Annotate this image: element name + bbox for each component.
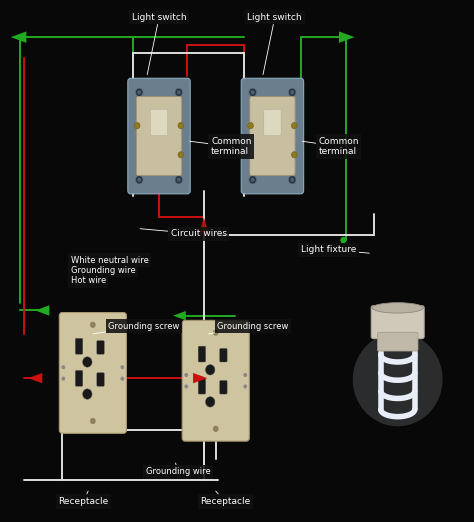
Text: Light switch: Light switch: [132, 13, 186, 75]
FancyBboxPatch shape: [220, 349, 227, 362]
Circle shape: [341, 238, 346, 243]
Circle shape: [134, 123, 140, 129]
Circle shape: [175, 88, 182, 97]
Circle shape: [184, 384, 188, 388]
Circle shape: [290, 90, 294, 94]
Polygon shape: [339, 31, 355, 43]
Text: Circuit wires: Circuit wires: [140, 229, 227, 239]
Text: Grounding screw: Grounding screw: [209, 322, 289, 334]
Circle shape: [184, 373, 188, 377]
Circle shape: [90, 418, 96, 424]
FancyBboxPatch shape: [371, 306, 424, 339]
Circle shape: [120, 376, 124, 381]
Polygon shape: [28, 373, 42, 383]
FancyBboxPatch shape: [128, 78, 190, 194]
Circle shape: [251, 90, 255, 94]
FancyBboxPatch shape: [377, 333, 418, 351]
Circle shape: [248, 123, 254, 129]
Circle shape: [137, 177, 141, 182]
Polygon shape: [173, 311, 186, 321]
FancyBboxPatch shape: [137, 97, 182, 175]
Circle shape: [177, 90, 181, 94]
Circle shape: [213, 426, 219, 432]
Circle shape: [243, 373, 247, 377]
Text: White neutral wire: White neutral wire: [71, 256, 148, 265]
Polygon shape: [11, 31, 27, 43]
Circle shape: [136, 88, 143, 97]
Text: Light fixture: Light fixture: [301, 245, 369, 254]
FancyBboxPatch shape: [250, 97, 295, 175]
Circle shape: [243, 384, 247, 388]
Text: Light switch: Light switch: [247, 13, 302, 75]
Circle shape: [288, 88, 296, 97]
Ellipse shape: [372, 303, 423, 313]
Circle shape: [292, 123, 297, 129]
Circle shape: [136, 175, 143, 184]
Circle shape: [288, 175, 296, 184]
FancyBboxPatch shape: [182, 321, 249, 441]
Circle shape: [177, 177, 181, 182]
Circle shape: [175, 175, 182, 184]
FancyBboxPatch shape: [198, 346, 206, 362]
Ellipse shape: [353, 333, 443, 426]
Circle shape: [90, 322, 96, 328]
FancyBboxPatch shape: [97, 373, 104, 386]
FancyBboxPatch shape: [150, 110, 168, 136]
Circle shape: [178, 152, 184, 158]
Polygon shape: [193, 373, 207, 383]
Text: Grounding screw: Grounding screw: [93, 322, 180, 334]
FancyBboxPatch shape: [220, 381, 227, 394]
Circle shape: [62, 365, 65, 369]
Text: Grounding wire: Grounding wire: [146, 463, 210, 477]
FancyBboxPatch shape: [97, 341, 104, 354]
Circle shape: [82, 357, 92, 367]
Text: Hot wire: Hot wire: [71, 276, 106, 286]
Circle shape: [213, 329, 219, 336]
Circle shape: [178, 123, 184, 129]
Circle shape: [251, 177, 255, 182]
FancyBboxPatch shape: [198, 378, 206, 394]
Circle shape: [120, 365, 124, 369]
Circle shape: [62, 376, 65, 381]
Circle shape: [290, 177, 294, 182]
Circle shape: [249, 88, 256, 97]
Text: Receptacle: Receptacle: [58, 491, 109, 506]
Circle shape: [82, 389, 92, 399]
FancyBboxPatch shape: [264, 110, 281, 136]
FancyBboxPatch shape: [59, 313, 127, 433]
Text: Common
terminal: Common terminal: [302, 137, 359, 156]
Circle shape: [205, 364, 215, 375]
Polygon shape: [35, 305, 49, 316]
Circle shape: [249, 175, 256, 184]
Circle shape: [137, 90, 141, 94]
Text: Common
terminal: Common terminal: [190, 137, 252, 156]
Polygon shape: [199, 218, 209, 234]
Circle shape: [205, 397, 215, 407]
FancyBboxPatch shape: [75, 371, 83, 386]
FancyBboxPatch shape: [75, 338, 83, 354]
Text: Receptacle: Receptacle: [200, 491, 250, 506]
Text: Grounding wire: Grounding wire: [71, 266, 136, 275]
Circle shape: [292, 152, 297, 158]
FancyBboxPatch shape: [241, 78, 304, 194]
